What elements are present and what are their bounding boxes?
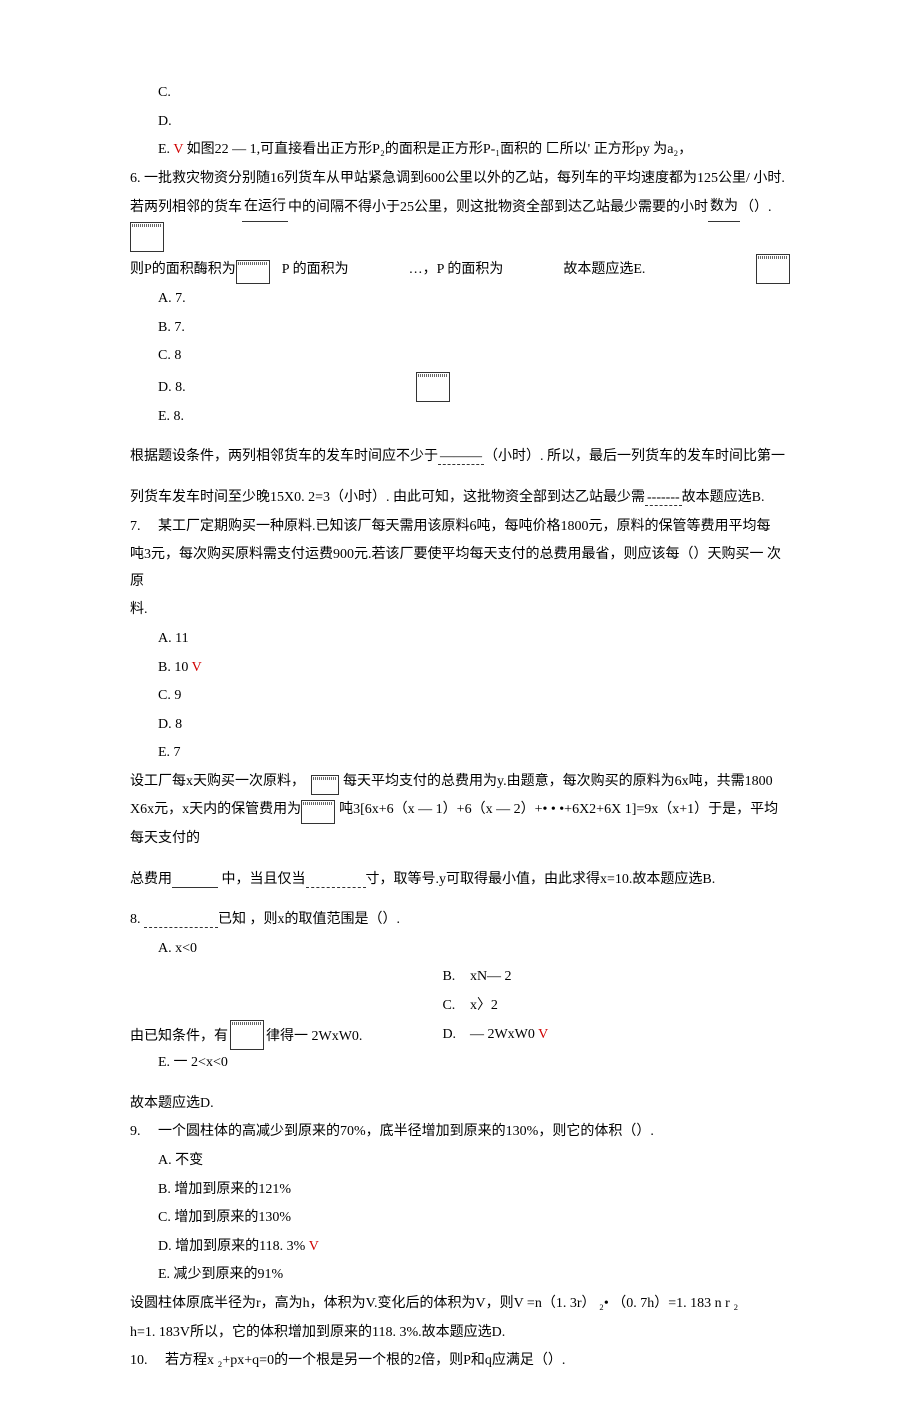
q5-answer-line: 则P的面积酶积为 P 的面积为 …，P 的面积为 故本题应选E. xyxy=(130,254,790,284)
q9-line: 9. 一个圆柱体的高减少到原来的70%，底半径增加到原来的130%，则它的体积（… xyxy=(130,1119,790,1146)
q7-option-a: A. 11 xyxy=(130,626,790,653)
q7-line3: 料. xyxy=(130,597,790,624)
option-e-line: E. V 如图22 — 1,可直接看出正方形P₂的面积是正方形P-₁面积的 匚所… xyxy=(130,137,790,164)
text: x〉2 xyxy=(470,998,498,1013)
q8-num: 8. xyxy=(130,912,144,927)
q9-option-b: B. 增加到原来的121% xyxy=(130,1177,790,1204)
text: 设工厂每x天购买一次原料， xyxy=(130,769,305,796)
check-mark: V xyxy=(192,660,202,675)
dashed-blank: ——— xyxy=(438,449,484,465)
option-d: D. xyxy=(130,109,790,136)
text: 列货车发车时间至少晚15X0. 2=3（小时）. 由此可知，这批物资全部到达乙站… xyxy=(130,490,645,505)
q9-option-d: D. 增加到原来的118. 3% V xyxy=(130,1234,790,1261)
text: xN— 2 xyxy=(470,969,512,984)
text: 吨3[6x+6（x — 1）+6（x — 2）+• • •+6X2+6X 1]=… xyxy=(339,797,778,824)
q6-l2-e: （）. xyxy=(740,195,772,222)
q6-option-a: A. 7. xyxy=(130,286,790,313)
q7-option-d: D. 8 xyxy=(130,712,790,739)
text-f: 故本题应选E. xyxy=(563,257,645,284)
q7-explain-3: 每天支付的 xyxy=(130,826,790,853)
q6-line2: 若两列相邻的货车在运行中的间隔不得小于25公里，则这批物资全部到达乙站最少需要的… xyxy=(130,194,790,252)
q7-explain-4: 总费用 中，当且仅当 寸，取等号.y可取得最小值，由此求得x=10.故本题应选B… xyxy=(130,867,790,894)
label: D. xyxy=(442,1022,466,1049)
q6-option-d: D. 8. xyxy=(158,375,186,402)
q6-option-d-row: D. 8. xyxy=(130,372,790,402)
option-c: C. xyxy=(130,80,790,107)
check-mark: V xyxy=(538,1027,548,1042)
option-e-text: 如图22 — 1,可直接看出正方形P₂的面积是正方形P-₁面积的 匚所以' 正方… xyxy=(183,142,692,157)
q8-option-d: D. — 2WxW0 V xyxy=(442,1022,548,1049)
image-placeholder xyxy=(756,254,790,284)
text: 总费用 xyxy=(130,872,172,887)
image-placeholder xyxy=(311,775,339,795)
text-b: 积酶 xyxy=(180,257,208,284)
q9-option-a: A. 不变 xyxy=(130,1148,790,1175)
q6-explain-1: 根据题设条件，两列相邻货车的发车时间应不少于———（小时）. 所以，最后一列货车… xyxy=(130,444,790,471)
q6-option-b: B. 7. xyxy=(130,315,790,342)
option-e-prefix: E. xyxy=(158,142,173,157)
image-placeholder xyxy=(230,1020,264,1050)
q8-text: 已知 ，则x的取值范围是（）. xyxy=(218,912,400,927)
q6-l2-c: 中的间隔不得小于25公里，则这批物资全部到达乙站最少需要的小时 xyxy=(288,195,708,222)
check-mark: V xyxy=(309,1239,319,1254)
dashed-blank xyxy=(306,872,366,888)
image-placeholder xyxy=(301,800,335,824)
text: （小时）. 所以，最后一列货车的发车时间比第一 xyxy=(484,449,785,464)
text: 寸，取等号.y可取得最小值，由此求得x=10.故本题应选B. xyxy=(366,872,716,887)
dashed-blank: ------- xyxy=(645,490,682,506)
q7-option-b: B. 10 V xyxy=(130,655,790,682)
q10-line: 10. 若方程x ₂+px+q=0的一个根是另一个根的2倍，则P和q应满足（）. xyxy=(130,1348,790,1375)
label: C. xyxy=(442,993,466,1020)
q7-line2: 吨3元，每次购买原料需支付运费900元.若该厂要使平均每天支付的总费用最省，则应… xyxy=(130,542,790,595)
q8-option-b: B. xN— 2 xyxy=(442,964,548,991)
q8-right-options: B. xN— 2 C. x〉2 D. — 2WxW0 V xyxy=(442,964,548,1050)
q7-option-c: C. 9 xyxy=(130,683,790,710)
label: B. xyxy=(442,964,466,991)
text: 根据题设条件，两列相邻货车的发车时间应不少于 xyxy=(130,449,438,464)
q9-explain-2: h=1. 183V所以，它的体积增加到原来的118. 3%.故本题应选D. xyxy=(130,1320,790,1347)
blank xyxy=(172,872,218,888)
q8-option-c: C. x〉2 xyxy=(442,993,548,1020)
q6-explain-2: 列货车发车时间至少晚15X0. 2=3（小时）. 由此可知，这批物资全部到达乙站… xyxy=(130,485,790,512)
q7-option-e: E. 7 xyxy=(130,740,790,767)
image-placeholder xyxy=(130,222,164,252)
q8-option-a: A. x<0 xyxy=(130,936,790,963)
q7-explain-2: X6x元，x天内的保管费用为 吨3[6x+6（x — 1）+6（x — 2）+•… xyxy=(130,797,790,824)
q9-explain-1: 设圆柱体原底半径为r，高为h，体积为V.变化后的体积为V，则V =n（1. 3r… xyxy=(130,1291,790,1318)
q6-option-c: C. 8 xyxy=(130,343,790,370)
image-placeholder xyxy=(416,372,450,402)
q7-line1: 7. 某工厂定期购买一种原料.已知该厂每天需用该原料6吨，每吨价格1800元，原… xyxy=(130,514,790,541)
text: 由已知条件，有 xyxy=(130,1024,228,1051)
text: — 2WxW0 xyxy=(470,1027,538,1042)
dashed-blank xyxy=(144,912,218,928)
text: X6x元，x天内的保管费用为 xyxy=(130,797,301,824)
text-e: …，P 的面积为 xyxy=(409,257,504,284)
text: D. 增加到原来的118. 3% xyxy=(158,1239,309,1254)
text-d: P 的面积为 xyxy=(282,257,349,284)
q8-mixed-block: 由已知条件，有 律得一 2WxW0. B. xN— 2 C. x〉2 D. — … xyxy=(130,964,790,1050)
q8-option-e: E. 一 2<x<0 xyxy=(130,1050,790,1077)
text-c: 积为 xyxy=(208,257,236,284)
q6-line1: 6. 一批救灾物资分别随16列货车从甲站紧急调到600公里以外的乙站，每列车的平… xyxy=(130,166,790,193)
text: 每天平均支付的总费用为y.由题意，每次购买的原料为6x吨，共需1800 xyxy=(343,769,773,796)
q6-option-e: E. 8. xyxy=(130,404,790,431)
image-placeholder xyxy=(236,260,270,284)
underline: 在运行 xyxy=(242,194,288,222)
text: 律得一 2WxW0. xyxy=(266,1024,362,1051)
q6-l2-a: 若两列相邻的货车 xyxy=(130,195,242,222)
q8-conclusion: 故本题应选D. xyxy=(130,1091,790,1118)
text-a: 则P的面 xyxy=(130,257,180,284)
q9-option-c: C. 增加到原来的130% xyxy=(130,1205,790,1232)
text: 中，当且仅当 xyxy=(218,872,306,887)
q8-line: 8. 已知 ，则x的取值范围是（）. xyxy=(130,907,790,934)
underline: 数为 xyxy=(708,194,740,222)
text: B. 10 xyxy=(158,660,192,675)
text: 故本题应选B. xyxy=(682,490,765,505)
q7-explain-1: 设工厂每x天购买一次原料， 每天平均支付的总费用为y.由题意，每次购买的原料为6… xyxy=(130,769,790,796)
check-mark: V xyxy=(173,142,183,157)
